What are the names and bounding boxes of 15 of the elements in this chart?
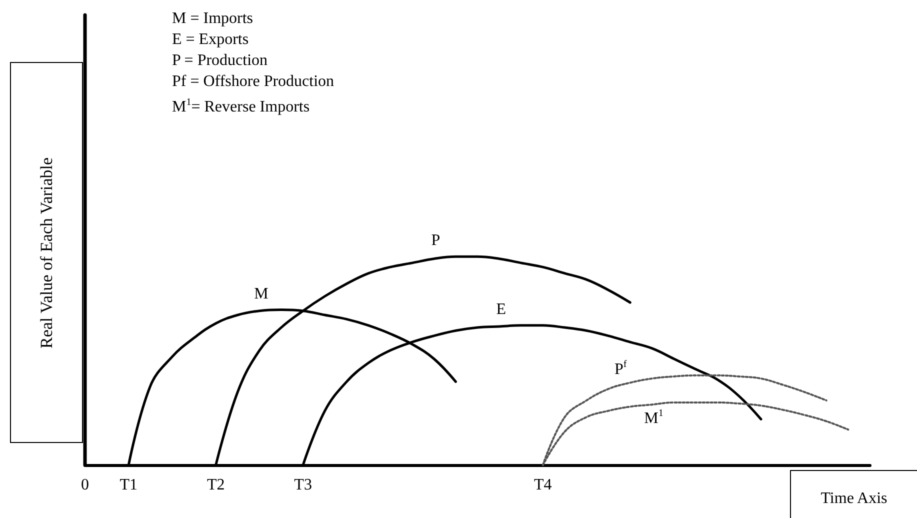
x-tick-label: T2 xyxy=(206,476,225,494)
series-label: M xyxy=(254,285,268,302)
text: P = Production xyxy=(172,51,269,71)
text: Pf = Offshore Production xyxy=(172,72,334,92)
text: E = Exports xyxy=(172,30,250,50)
x-tick-label: T1 xyxy=(120,476,138,494)
y-axis-title: Real Value of Each Variable xyxy=(36,156,56,348)
series-label: P xyxy=(431,232,440,250)
text: M$^{1}$= Reverse Imports xyxy=(172,96,311,118)
x-tick-label: T3 xyxy=(294,476,312,494)
x-tick-label: T4 xyxy=(534,476,552,494)
series-label: E xyxy=(496,300,506,318)
text: M = Imports xyxy=(172,9,254,29)
x-axis-title: Time Axis xyxy=(790,470,917,518)
x-tick-label: 0 xyxy=(81,476,89,494)
